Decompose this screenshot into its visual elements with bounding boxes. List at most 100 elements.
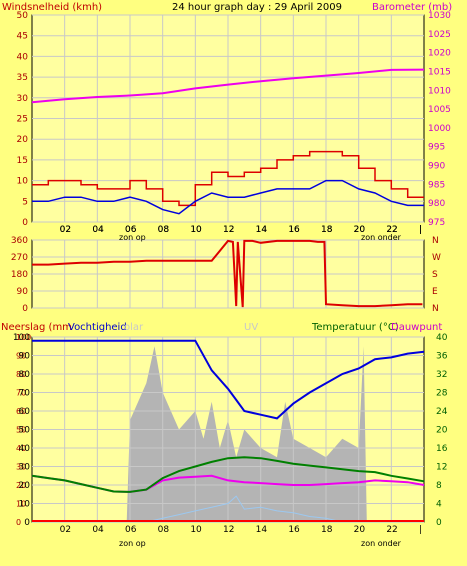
x-tick-label: 12 bbox=[223, 225, 234, 235]
dewpoint-label: Dauwpunt bbox=[391, 322, 442, 333]
solar-label: olar bbox=[124, 322, 144, 333]
baro-y-tick: 1000 bbox=[428, 124, 451, 134]
x-tick-label: | bbox=[419, 525, 422, 535]
direction-y-tick: 90 bbox=[17, 287, 29, 297]
x-tick-label: 08 bbox=[158, 525, 170, 535]
x-tick-label: | bbox=[419, 225, 422, 235]
x-tick-label: 02 bbox=[60, 225, 71, 235]
baro-y-tick: 995 bbox=[428, 143, 445, 153]
baro-y-tick: 990 bbox=[428, 162, 445, 172]
temp-y-tick: 24 bbox=[436, 407, 448, 417]
wind-speed-series bbox=[32, 179, 424, 215]
x-tick-label: 08 bbox=[158, 225, 170, 235]
rain-y-tick: 0 bbox=[16, 518, 21, 527]
direction-y-tick: 360 bbox=[11, 236, 28, 246]
rain-y-tick: 30 bbox=[16, 463, 26, 472]
temperature-series bbox=[31, 456, 425, 493]
wind-y-tick: 25 bbox=[17, 115, 28, 125]
x-tick-label: 22 bbox=[386, 525, 397, 535]
x-tick-label: 06 bbox=[125, 225, 137, 235]
x-tick-label: 14 bbox=[256, 225, 268, 235]
x-tick-label: 16 bbox=[288, 525, 300, 535]
sunset-label-2: zon onder bbox=[361, 539, 402, 548]
humidity-y-tick: 80 bbox=[19, 370, 31, 380]
baro-y-tick: 985 bbox=[428, 180, 445, 190]
compass-tick: N bbox=[432, 236, 439, 246]
wind-y-tick: 15 bbox=[17, 156, 28, 166]
x-tick-label: 12 bbox=[223, 225, 234, 235]
x-tick-label: 04 bbox=[92, 225, 104, 235]
wind-y-tick: 40 bbox=[17, 52, 29, 62]
x-tick-label: 20 bbox=[354, 525, 366, 535]
sunrise-label-2: zon op bbox=[119, 539, 146, 548]
barometer-series bbox=[31, 68, 425, 104]
wind-gust-series bbox=[32, 150, 424, 207]
x-tick-label: 10 bbox=[190, 525, 202, 535]
wind-y-tick: 0 bbox=[22, 218, 28, 228]
direction-y-tick: 0 bbox=[22, 304, 28, 314]
x-tick-label: 20 bbox=[354, 225, 366, 235]
baro-y-tick: 1005 bbox=[428, 105, 451, 115]
temp-y-tick: 32 bbox=[436, 370, 447, 380]
baro-y-tick: 975 bbox=[428, 218, 445, 228]
baro-y-tick: 1010 bbox=[428, 86, 451, 96]
x-tick-label: 14 bbox=[256, 225, 268, 235]
baro-y-tick: 980 bbox=[428, 199, 445, 209]
x-tick-label: 18 bbox=[321, 225, 333, 235]
rain-y-tick: 80 bbox=[16, 370, 26, 379]
humidity-y-tick: 10 bbox=[19, 500, 31, 510]
wind-y-tick: 35 bbox=[17, 73, 28, 83]
humidity-y-tick: 60 bbox=[19, 407, 31, 417]
wind-axis-label: Windsnelheid (kmh) bbox=[2, 2, 102, 13]
temp-y-tick: 40 bbox=[436, 333, 448, 343]
humidity-y-tick: 40 bbox=[19, 444, 31, 454]
humidity-y-tick: 90 bbox=[19, 352, 31, 362]
barometer-axis-label: Barometer (mb) bbox=[372, 2, 452, 13]
compass-tick: E bbox=[432, 287, 438, 297]
rain-y-tick: 40 bbox=[16, 444, 26, 453]
x-tick-label: 18 bbox=[321, 225, 333, 235]
wind-y-tick: 45 bbox=[17, 32, 28, 42]
sunrise-label-1: zon op bbox=[119, 233, 146, 242]
temp-y-tick: 8 bbox=[436, 481, 442, 491]
x-tick-label: 22 bbox=[386, 225, 397, 235]
x-tick-label: 04 bbox=[92, 225, 104, 235]
uv-series bbox=[32, 495, 424, 523]
rain-y-tick: 20 bbox=[16, 481, 26, 490]
wind-y-tick: 5 bbox=[22, 197, 28, 207]
direction-y-tick: 180 bbox=[11, 270, 28, 280]
humidity-y-tick: 100 bbox=[13, 333, 30, 343]
direction-y-tick: 270 bbox=[11, 253, 28, 263]
temp-y-tick: 20 bbox=[436, 426, 448, 436]
x-tick-label: 16 bbox=[288, 225, 300, 235]
x-tick-label: 10 bbox=[190, 225, 202, 235]
wind-y-tick: 10 bbox=[17, 177, 29, 187]
compass-tick: W bbox=[432, 253, 441, 263]
compass-tick: N bbox=[432, 304, 439, 314]
baro-y-tick: 1030 bbox=[428, 11, 451, 21]
uv-label: UV bbox=[244, 322, 258, 333]
rain-y-tick: 10 bbox=[16, 500, 26, 509]
x-tick-label: 22 bbox=[386, 225, 397, 235]
wind-y-tick: 30 bbox=[17, 94, 29, 104]
rain-y-tick: 90 bbox=[16, 352, 26, 361]
x-tick-label: 06 bbox=[125, 525, 137, 535]
humidity-y-tick: 20 bbox=[19, 481, 31, 491]
x-tick-label: | bbox=[419, 225, 422, 235]
humidity-y-tick: 70 bbox=[19, 389, 31, 399]
wind-y-tick: 50 bbox=[17, 11, 29, 21]
temp-y-tick: 0 bbox=[436, 518, 442, 528]
x-tick-label: 04 bbox=[92, 525, 104, 535]
temp-y-tick: 28 bbox=[436, 389, 448, 399]
compass-tick: S bbox=[432, 270, 438, 280]
humidity-y-tick: 30 bbox=[19, 463, 31, 473]
x-tick-label: 16 bbox=[288, 225, 300, 235]
x-tick-label: 08 bbox=[158, 225, 170, 235]
temp-y-tick: 4 bbox=[436, 500, 442, 510]
x-tick-label: 20 bbox=[354, 225, 366, 235]
temp-y-tick: 12 bbox=[436, 463, 447, 473]
x-tick-label: 12 bbox=[223, 525, 234, 535]
x-tick-label: 18 bbox=[321, 525, 333, 535]
chart-title: 24 hour graph day : 29 April 2009 bbox=[172, 2, 342, 13]
